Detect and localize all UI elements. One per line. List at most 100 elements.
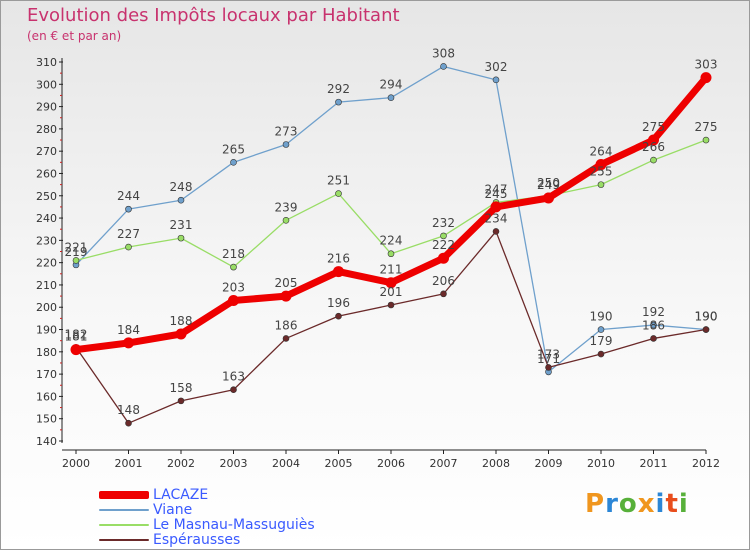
data-label-le-masnau-massuguies: 250	[537, 176, 560, 190]
data-label-viane: 171	[537, 352, 560, 366]
y-tick-label: 270	[36, 145, 57, 158]
data-label-esperausses: 186	[642, 318, 665, 332]
logo-letter: i	[678, 489, 689, 519]
data-point-esperausses	[335, 312, 342, 320]
data-label-esperausses: 182	[65, 327, 88, 341]
x-tick-label: 2006	[377, 457, 405, 470]
logo-letter: P	[585, 489, 606, 519]
legend-item-le-masnau-massuguies: Le Masnau-Massuguiès	[99, 516, 315, 533]
x-tick-label: 2000	[62, 457, 90, 470]
data-label-viane: 192	[642, 305, 665, 319]
data-label-viane: 265	[222, 142, 245, 156]
data-label-esperausses: 196	[327, 296, 350, 310]
logo-letter: i	[655, 489, 666, 519]
data-point-esperausses	[440, 290, 447, 298]
data-point-viane	[177, 196, 185, 204]
legend-item-lacaze: LACAZE	[99, 486, 315, 503]
data-point-esperausses	[597, 350, 605, 358]
data-label-lacaze: 188	[170, 314, 193, 328]
logo-letter: r	[605, 489, 619, 519]
y-tick-label: 250	[36, 190, 57, 203]
data-label-le-masnau-massuguies: 227	[117, 227, 140, 241]
data-point-viane	[650, 321, 657, 329]
data-point-esperausses	[387, 301, 395, 309]
legend-swatch	[99, 508, 149, 511]
data-label-viane: 308	[432, 46, 455, 60]
logo-letter: x	[637, 489, 656, 519]
y-tick-label: 310	[36, 56, 57, 69]
data-label-viane: 219	[65, 245, 88, 259]
data-label-esperausses: 148	[117, 403, 140, 417]
data-point-viane	[597, 326, 605, 333]
x-tick-label: 2007	[430, 457, 458, 470]
data-point-le-masnau-massuguies	[282, 216, 290, 224]
data-label-le-masnau-massuguies: 255	[590, 165, 613, 179]
legend-swatch	[99, 523, 149, 526]
data-label-lacaze: 249	[537, 178, 560, 192]
y-tick-label: 150	[36, 413, 57, 426]
data-label-le-masnau-massuguies: 247	[485, 182, 508, 196]
data-label-viane: 273	[275, 124, 298, 138]
data-label-viane: 294	[380, 78, 403, 92]
data-point-lacaze	[333, 266, 344, 278]
data-label-lacaze: 216	[327, 252, 350, 266]
data-point-lacaze	[280, 290, 292, 302]
line-chart: 140 150 160 170 180 190 200 210 220 230 240 250 260 2…	[36, 46, 720, 470]
chart-subtitle: (en € et par an)	[27, 29, 122, 43]
y-tick-label: 180	[36, 346, 57, 359]
data-label-lacaze: 184	[117, 323, 140, 337]
data-point-lacaze	[175, 328, 187, 340]
data-label-viane: 248	[170, 180, 193, 194]
data-label-le-masnau-massuguies: 232	[432, 216, 455, 230]
data-label-viane: 292	[327, 82, 350, 96]
data-point-lacaze	[700, 72, 712, 84]
data-label-le-masnau-massuguies: 218	[222, 247, 245, 261]
chart-title: Evolution des Impôts locaux par Habitant	[27, 5, 400, 26]
data-point-le-masnau-massuguies	[125, 243, 132, 251]
data-point-viane	[440, 63, 447, 70]
y-tick-label: 290	[36, 101, 57, 114]
data-label-esperausses: 158	[170, 381, 193, 395]
legend-label: Viane	[153, 501, 193, 518]
data-point-lacaze	[123, 337, 134, 349]
y-tick-label: 240	[36, 212, 57, 225]
legend-swatch	[99, 538, 149, 541]
y-tick-label: 160	[36, 390, 57, 403]
data-point-esperausses	[702, 326, 710, 333]
data-label-viane: 190	[590, 310, 613, 324]
y-tick-label: 200	[36, 301, 57, 314]
data-point-le-masnau-massuguies	[72, 257, 80, 264]
legend-swatch	[99, 490, 149, 499]
chart-legend: LACAZE Viane Le Masnau-Massuguiès Espérauss…	[99, 486, 315, 548]
data-label-lacaze: 203	[222, 281, 245, 295]
legend-label: Le Masnau-Massuguiès	[153, 516, 315, 533]
x-tick-label: 2012	[692, 457, 720, 470]
legend-item-viane: Viane	[99, 501, 315, 518]
y-tick-label: 210	[36, 279, 57, 292]
x-tick-label: 2005	[325, 457, 353, 470]
data-label-viane: 302	[485, 60, 508, 74]
x-tick-label: 2002	[167, 457, 195, 470]
data-point-le-masnau-massuguies	[440, 232, 447, 240]
data-label-le-masnau-massuguies: 251	[327, 174, 350, 188]
data-point-lacaze	[385, 277, 397, 289]
data-label-lacaze: 181	[65, 330, 88, 344]
data-label-esperausses: 186	[275, 318, 298, 332]
data-point-viane	[282, 141, 290, 148]
x-tick-label: 2008	[482, 457, 510, 470]
legend-item-esperausses: Espérausses	[99, 532, 315, 548]
data-point-le-masnau-massuguies	[335, 190, 342, 197]
data-label-le-masnau-massuguies: 266	[642, 140, 665, 154]
data-point-lacaze	[70, 344, 82, 356]
data-label-lacaze: 205	[275, 276, 298, 290]
legend-label: LACAZE	[153, 486, 209, 503]
data-point-esperausses	[545, 364, 552, 371]
data-label-esperausses: 173	[537, 347, 560, 361]
data-label-esperausses: 179	[590, 334, 613, 348]
data-label-lacaze: 303	[695, 58, 718, 72]
logo-letter: o	[618, 489, 638, 519]
proxiti-logo: Proxiti	[585, 489, 689, 519]
data-point-le-masnau-massuguies	[597, 181, 605, 188]
x-tick-label: 2011	[640, 457, 668, 470]
